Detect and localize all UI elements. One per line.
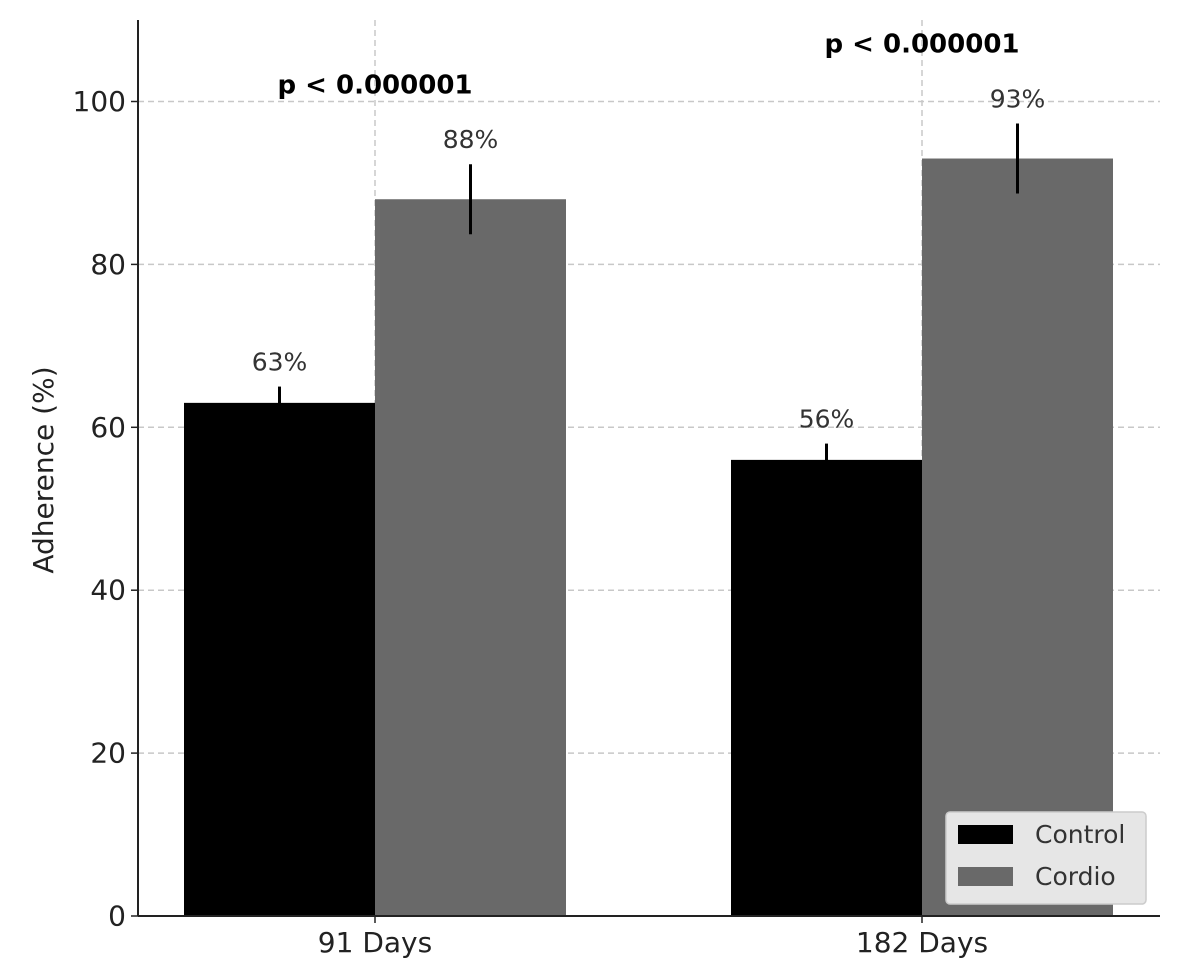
legend: Control Cordio xyxy=(945,811,1147,905)
y-tick-label: 40 xyxy=(90,574,126,607)
bar-cordio-0 xyxy=(375,199,566,917)
legend-swatch-control xyxy=(958,825,1013,844)
bar-control-0 xyxy=(184,402,375,916)
bar-layer xyxy=(184,158,1113,917)
legend-label-cordio: Cordio xyxy=(1035,862,1116,891)
y-tick-label: 20 xyxy=(90,737,126,770)
y-axis-title: Adherence (%) xyxy=(27,366,60,573)
legend-swatch-cordio xyxy=(958,867,1013,886)
bar-control-1 xyxy=(731,459,922,916)
bar-value-label: 93% xyxy=(990,84,1046,113)
label-layer: 63% 56% 88% 93% p < 0.000001 p < 0.000001 xyxy=(252,30,1046,434)
p-value-annotation: p < 0.000001 xyxy=(824,30,1019,60)
bar-value-label: 63% xyxy=(252,348,308,377)
y-tick-label: 80 xyxy=(90,248,126,281)
y-tick-label: 60 xyxy=(90,411,126,444)
legend-label-control: Control xyxy=(1035,820,1125,849)
x-tick-label: 182 Days xyxy=(856,926,988,959)
bar-value-label: 56% xyxy=(799,405,855,434)
bar-cordio-1 xyxy=(922,158,1113,916)
x-tick-label: 91 Days xyxy=(318,926,432,959)
y-tick-label: 100 xyxy=(73,85,126,118)
axis-layer: Adherence (%) 0 20 40 60 80 100 91 Days 182 Day… xyxy=(27,20,1160,959)
error-bar-layer xyxy=(278,123,1019,477)
p-value-annotation: p < 0.000001 xyxy=(277,70,472,100)
y-tick-label: 0 xyxy=(108,900,126,933)
bar-value-label: 88% xyxy=(443,125,499,154)
